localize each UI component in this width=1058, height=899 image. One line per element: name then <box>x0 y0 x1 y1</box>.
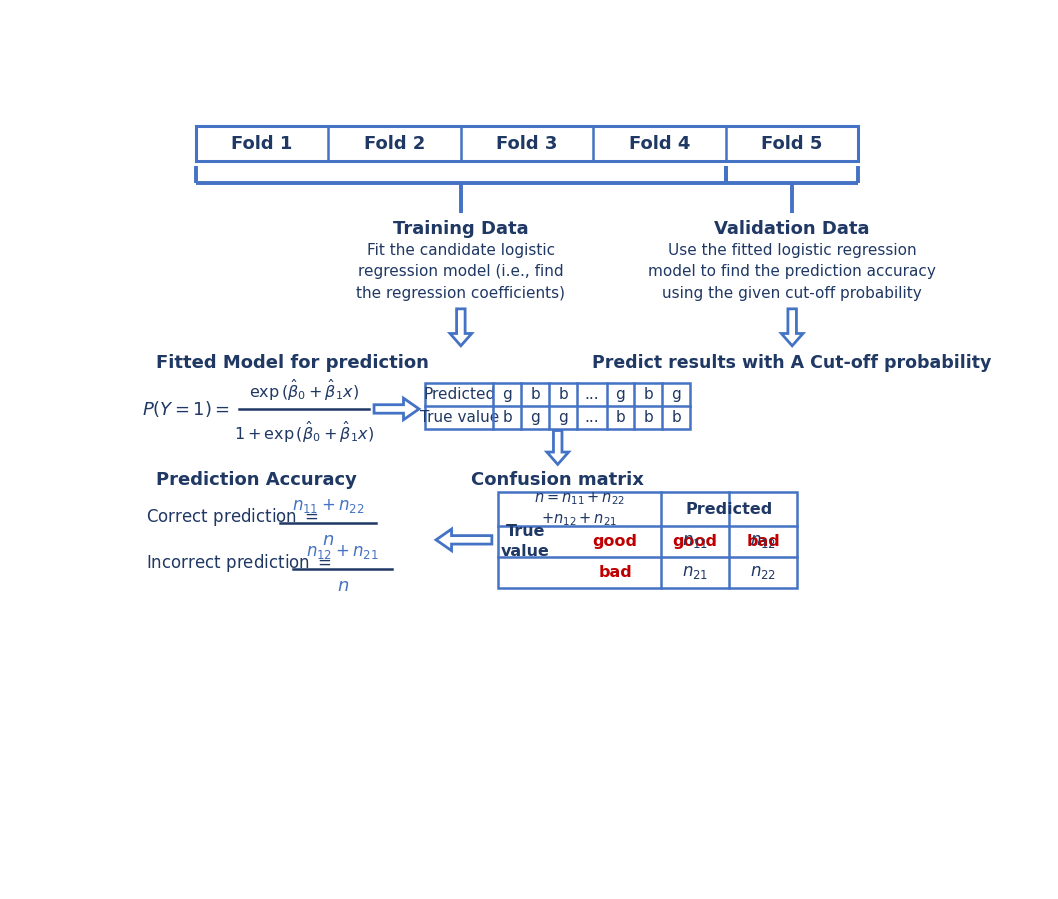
Text: $n_{12}$: $n_{12}$ <box>750 532 777 550</box>
Text: Fold 3: Fold 3 <box>496 135 558 153</box>
Text: g: g <box>672 387 681 402</box>
Bar <box>425 383 690 429</box>
Text: g: g <box>530 410 541 425</box>
Text: b: b <box>672 410 681 425</box>
Text: True value: True value <box>420 410 499 425</box>
Text: b: b <box>559 387 568 402</box>
Text: $n = n_{11} + n_{22}$
$+n_{12} + n_{21}$: $n = n_{11} + n_{22}$ $+n_{12} + n_{21}$ <box>534 490 625 528</box>
Text: $n_{21}$: $n_{21}$ <box>681 563 708 581</box>
Text: bad: bad <box>599 565 632 580</box>
Text: Predicted: Predicted <box>686 502 772 517</box>
Text: $\mathrm{exp}\,(\hat{\beta}_0 + \hat{\beta}_1 x)$: $\mathrm{exp}\,(\hat{\beta}_0 + \hat{\be… <box>249 378 359 403</box>
Text: Fold 1: Fold 1 <box>232 135 293 153</box>
Text: $n$: $n$ <box>322 530 334 549</box>
Text: $n_{12} + n_{21}$: $n_{12} + n_{21}$ <box>307 543 379 561</box>
Text: Fold 2: Fold 2 <box>364 135 425 153</box>
Text: Fitted Model for prediction: Fitted Model for prediction <box>156 353 428 371</box>
Text: Predict results with A Cut-off probability: Predict results with A Cut-off probabili… <box>592 353 991 371</box>
Text: $n_{22}$: $n_{22}$ <box>750 563 777 581</box>
Text: $n$: $n$ <box>336 577 349 595</box>
Text: Predicted: Predicted <box>423 387 495 402</box>
Text: Training Data: Training Data <box>393 219 529 237</box>
Polygon shape <box>375 398 419 420</box>
Text: g: g <box>503 387 512 402</box>
Text: Correct prediction $=$: Correct prediction $=$ <box>146 506 320 528</box>
Text: ...: ... <box>584 387 599 402</box>
Text: $n_{11} + n_{22}$: $n_{11} + n_{22}$ <box>292 497 364 515</box>
Bar <box>498 492 797 588</box>
Text: b: b <box>643 410 653 425</box>
Text: b: b <box>643 387 653 402</box>
Text: g: g <box>616 387 625 402</box>
Text: Fold 5: Fold 5 <box>762 135 823 153</box>
Text: bad: bad <box>746 534 780 549</box>
Polygon shape <box>547 431 568 465</box>
Text: Validation Data: Validation Data <box>714 219 870 237</box>
Text: good: good <box>673 534 717 549</box>
Polygon shape <box>450 309 472 346</box>
Text: Fit the candidate logistic
regression model (i.e., find
the regression coefficie: Fit the candidate logistic regression mo… <box>357 243 565 301</box>
Text: Use the fitted logistic regression
model to find the prediction accuracy
using t: Use the fitted logistic regression model… <box>649 243 936 301</box>
Text: b: b <box>530 387 541 402</box>
Text: Incorrect prediction $=$: Incorrect prediction $=$ <box>146 552 332 574</box>
Text: g: g <box>559 410 568 425</box>
Text: Fold 4: Fold 4 <box>628 135 690 153</box>
Text: ...: ... <box>584 410 599 425</box>
Text: Prediction Accuracy: Prediction Accuracy <box>156 470 357 488</box>
Text: b: b <box>616 410 625 425</box>
Text: Confusion matrix: Confusion matrix <box>471 470 644 488</box>
Text: True
value: True value <box>500 524 549 559</box>
Polygon shape <box>436 530 492 550</box>
Polygon shape <box>781 309 803 346</box>
Text: b: b <box>503 410 512 425</box>
Text: $1 + \mathrm{exp}\,(\hat{\beta}_0 + \hat{\beta}_1 x)$: $1 + \mathrm{exp}\,(\hat{\beta}_0 + \hat… <box>234 420 373 445</box>
Text: good: good <box>592 534 638 549</box>
Bar <box>196 127 858 161</box>
Text: $n_{11}$: $n_{11}$ <box>681 532 708 550</box>
Text: $P(Y = 1) =$: $P(Y = 1) =$ <box>142 399 230 419</box>
